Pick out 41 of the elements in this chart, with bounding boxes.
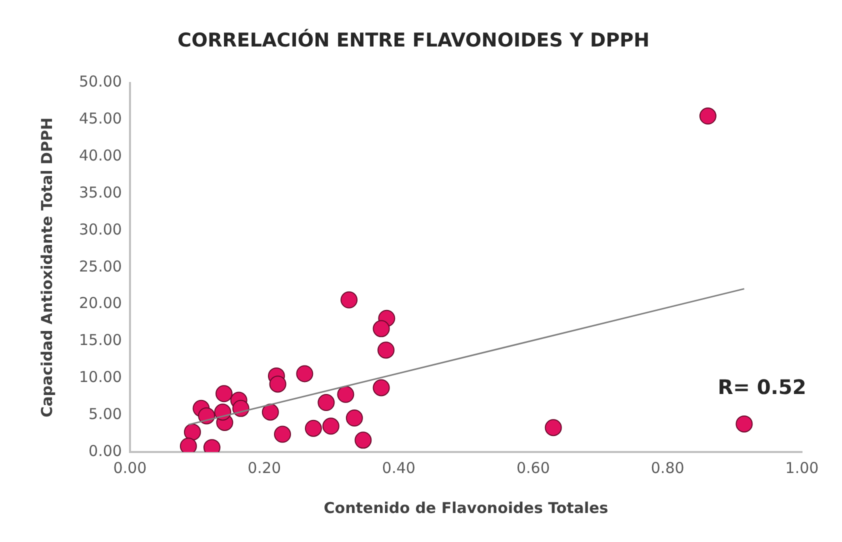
point: [304, 420, 322, 437]
point: [184, 424, 201, 441]
x-tick-label: 1.00: [785, 458, 819, 477]
point: [198, 407, 216, 424]
point: [699, 108, 716, 125]
x-tick-label: 0.60: [516, 458, 550, 477]
point: [372, 379, 390, 396]
point: [372, 320, 390, 338]
point: [354, 432, 372, 449]
y-tick-label: 35.00: [78, 183, 122, 202]
point: [340, 291, 358, 308]
chart-title: CORRELACIÓN ENTRE FLAVONOIDES Y DPPH: [178, 28, 650, 52]
annotation: R= 0.52: [718, 375, 806, 399]
y-tick-label: 50.00: [78, 72, 122, 91]
y-tick-label: 0.00: [88, 442, 122, 460]
point: [296, 365, 314, 382]
x-tick-label: 0.20: [248, 458, 282, 477]
y-tick-label: 45.00: [78, 110, 122, 128]
point: [269, 376, 286, 393]
point: [346, 410, 363, 427]
x-tick-label: 0.00: [113, 458, 147, 477]
point: [274, 426, 291, 443]
point: [377, 342, 394, 359]
point: [337, 386, 354, 403]
y-tick-label: 25.00: [78, 257, 122, 276]
x-tick-label: 0.80: [650, 458, 684, 477]
point: [544, 419, 562, 436]
y-tick-label: 20.00: [78, 294, 122, 312]
x-tick-label: 0.40: [382, 458, 416, 477]
point: [736, 415, 753, 432]
y-axis-title: Capacidad Antioxidante Total DPPH: [38, 117, 56, 418]
point: [318, 394, 335, 412]
point: [262, 404, 279, 421]
y-tick-label: 5.00: [88, 404, 122, 423]
y-tick-label: 40.00: [78, 146, 122, 165]
y-tick-label: 30.00: [78, 220, 122, 238]
x-axis-title: Contenido de Flavonoides Totales: [324, 498, 608, 517]
point: [216, 385, 233, 402]
point: [322, 418, 340, 435]
y-tick-label: 10.00: [78, 368, 122, 386]
y-tick-label: 15.00: [78, 331, 122, 350]
